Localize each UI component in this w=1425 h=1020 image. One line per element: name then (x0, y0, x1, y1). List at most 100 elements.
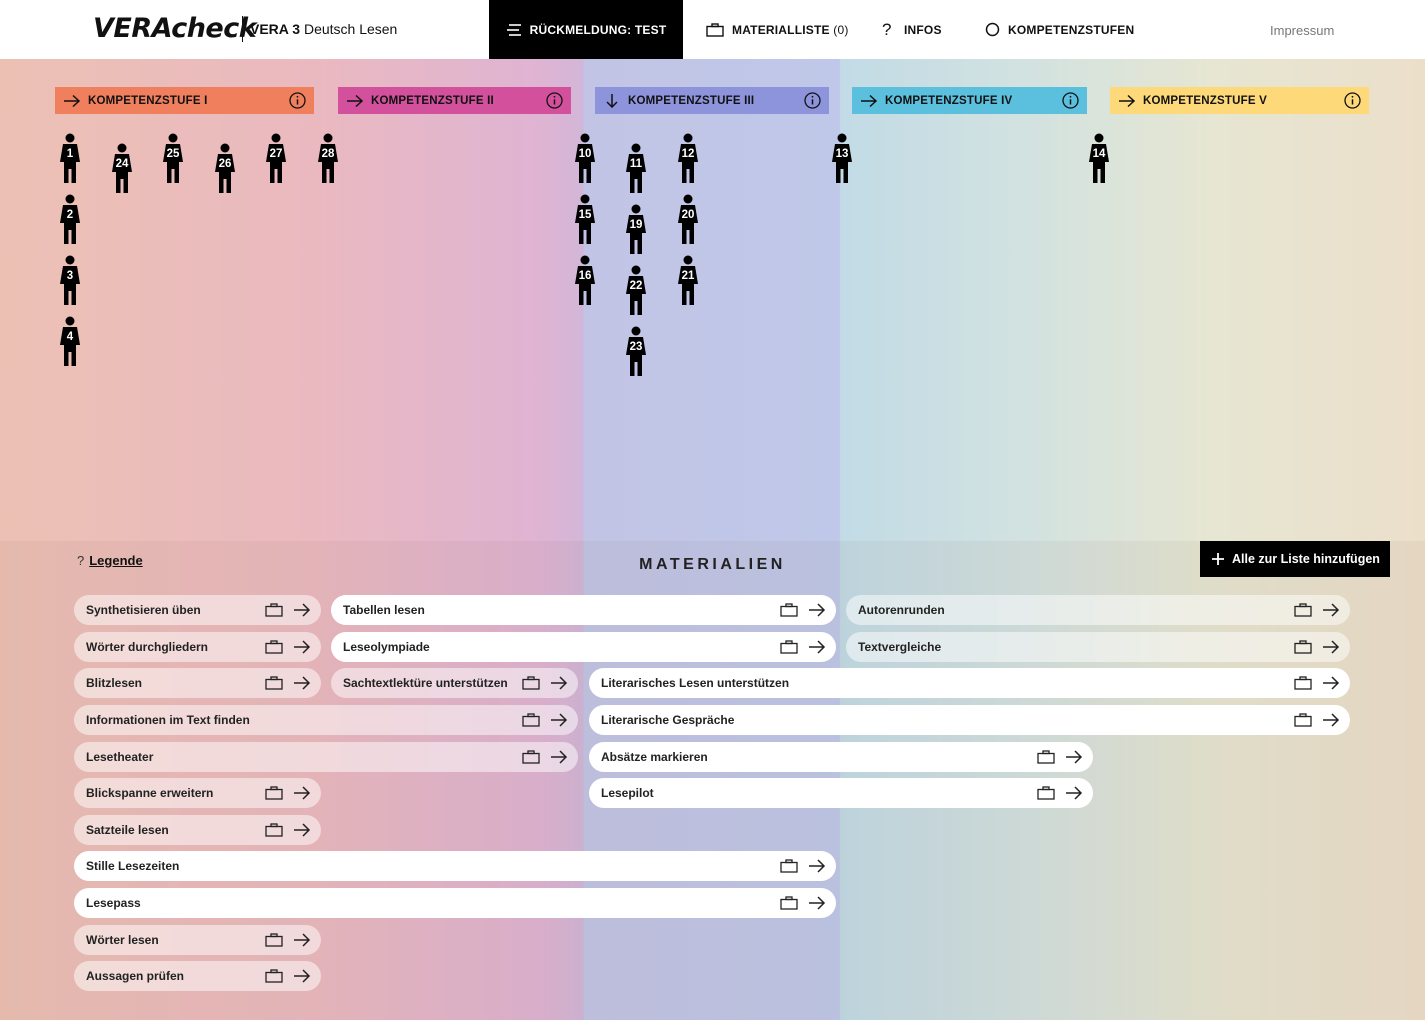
arrow-right-icon[interactable] (293, 822, 311, 838)
level-header-5[interactable]: KOMPETENZSTUFE V (1110, 87, 1369, 114)
arrow-right-icon[interactable] (808, 895, 826, 911)
student-figure[interactable]: 23 (621, 326, 651, 378)
arrow-right-icon[interactable] (808, 602, 826, 618)
arrow-right-icon[interactable] (808, 639, 826, 655)
add-all-button[interactable]: Alle zur Liste hinzufügen (1200, 541, 1390, 577)
material-item[interactable]: Literarische Gespräche (589, 705, 1350, 735)
student-figure[interactable]: 28 (313, 133, 343, 185)
student-figure[interactable]: 13 (827, 133, 857, 185)
level-header-2[interactable]: KOMPETENZSTUFE II (338, 87, 571, 114)
student-figure[interactable]: 2 (55, 194, 85, 246)
student-figure[interactable]: 24 (107, 143, 137, 195)
material-item[interactable]: Wörter durchgliedern (74, 632, 321, 662)
arrow-right-icon[interactable] (293, 675, 311, 691)
material-item[interactable]: Informationen im Text finden (74, 705, 578, 735)
arrow-right-icon[interactable] (293, 785, 311, 801)
info-icon[interactable] (289, 92, 306, 109)
student-figure[interactable]: 20 (673, 194, 703, 246)
nav-info[interactable]: ? INFOS (882, 0, 942, 59)
briefcase-icon[interactable] (1294, 640, 1312, 654)
briefcase-icon[interactable] (1037, 786, 1055, 800)
material-item[interactable]: Tabellen lesen (331, 595, 836, 625)
arrow-right-icon[interactable] (1322, 602, 1340, 618)
student-figure[interactable]: 27 (261, 133, 291, 185)
student-figure[interactable]: 10 (570, 133, 600, 185)
impressum-link[interactable]: Impressum (1270, 23, 1335, 38)
material-item[interactable]: Literarisches Lesen unterstützen (589, 668, 1350, 698)
material-item[interactable]: Absätze markieren (589, 742, 1093, 772)
briefcase-icon[interactable] (265, 676, 283, 690)
student-figure[interactable]: 19 (621, 204, 651, 256)
arrow-right-icon[interactable] (293, 932, 311, 948)
briefcase-icon[interactable] (1037, 750, 1055, 764)
briefcase-icon[interactable] (522, 750, 540, 764)
info-icon[interactable] (1344, 92, 1361, 109)
briefcase-icon[interactable] (522, 676, 540, 690)
student-figure[interactable]: 22 (621, 265, 651, 317)
material-item[interactable]: Textvergleiche (846, 632, 1350, 662)
arrow-right-icon[interactable] (1065, 785, 1083, 801)
material-item[interactable]: Leseolympiade (331, 632, 836, 662)
arrow-right-icon[interactable] (808, 858, 826, 874)
student-figure[interactable]: 25 (158, 133, 188, 185)
briefcase-icon[interactable] (265, 933, 283, 947)
student-figure[interactable]: 11 (621, 143, 651, 195)
material-item[interactable]: Blitzlesen (74, 668, 321, 698)
briefcase-icon[interactable] (780, 640, 798, 654)
briefcase-icon[interactable] (265, 640, 283, 654)
student-figure[interactable]: 21 (673, 255, 703, 307)
logo[interactable]: VERAcheck (93, 13, 257, 44)
arrow-right-icon[interactable] (550, 749, 568, 765)
material-item[interactable]: Blickspanne erweitern (74, 778, 321, 808)
briefcase-icon[interactable] (522, 713, 540, 727)
student-figure[interactable]: 4 (55, 316, 85, 368)
material-item[interactable]: Lesepass (74, 888, 836, 918)
arrow-right-icon[interactable] (1065, 749, 1083, 765)
briefcase-icon[interactable] (1294, 713, 1312, 727)
material-item[interactable]: Synthetisieren üben (74, 595, 321, 625)
material-item[interactable]: Sachtextlektüre unterstützen (331, 668, 578, 698)
level-header-3[interactable]: KOMPETENZSTUFE III (595, 87, 829, 114)
briefcase-icon[interactable] (265, 969, 283, 983)
arrow-right-icon[interactable] (550, 675, 568, 691)
student-figure[interactable]: 15 (570, 194, 600, 246)
briefcase-icon[interactable] (1294, 603, 1312, 617)
briefcase-icon[interactable] (265, 786, 283, 800)
material-item[interactable]: Wörter lesen (74, 925, 321, 955)
student-figure[interactable]: 14 (1084, 133, 1114, 185)
student-figure[interactable]: 3 (55, 255, 85, 307)
legend-link[interactable]: ? Legende (77, 553, 143, 568)
nav-competence-levels[interactable]: KOMPETENZSTUFEN (985, 0, 1134, 59)
briefcase-icon[interactable] (265, 823, 283, 837)
student-figure[interactable]: 16 (570, 255, 600, 307)
arrow-right-icon[interactable] (1322, 639, 1340, 655)
arrow-right-icon[interactable] (550, 712, 568, 728)
info-icon[interactable] (804, 92, 821, 109)
briefcase-icon[interactable] (265, 603, 283, 617)
arrow-right-icon[interactable] (293, 639, 311, 655)
nav-material-list[interactable]: MATERIALLISTE (0) (706, 0, 849, 59)
material-item[interactable]: Lesetheater (74, 742, 578, 772)
briefcase-icon[interactable] (780, 859, 798, 873)
material-item[interactable]: Satzteile lesen (74, 815, 321, 845)
info-icon[interactable] (546, 92, 563, 109)
student-figure[interactable]: 12 (673, 133, 703, 185)
material-item[interactable]: Stille Lesezeiten (74, 851, 836, 881)
arrow-right-icon[interactable] (293, 968, 311, 984)
level-header-1[interactable]: KOMPETENZSTUFE I (55, 87, 314, 114)
arrow-right-icon[interactable] (1322, 675, 1340, 691)
student-figure[interactable]: 26 (210, 143, 240, 195)
arrow-right-icon[interactable] (293, 602, 311, 618)
briefcase-icon[interactable] (1294, 676, 1312, 690)
material-item[interactable]: Lesepilot (589, 778, 1093, 808)
briefcase-icon[interactable] (780, 603, 798, 617)
material-item[interactable]: Autorenrunden (846, 595, 1350, 625)
arrow-right-icon[interactable] (1322, 712, 1340, 728)
briefcase-icon[interactable] (780, 896, 798, 910)
info-icon[interactable] (1062, 92, 1079, 109)
level-header-4[interactable]: KOMPETENZSTUFE IV (852, 87, 1087, 114)
nav-feedback[interactable]: RÜCKMELDUNG: TEST (489, 0, 683, 59)
student-figure[interactable]: 1 (55, 133, 85, 185)
material-item[interactable]: Aussagen prüfen (74, 961, 321, 991)
material-label: Aussagen prüfen (86, 969, 185, 983)
